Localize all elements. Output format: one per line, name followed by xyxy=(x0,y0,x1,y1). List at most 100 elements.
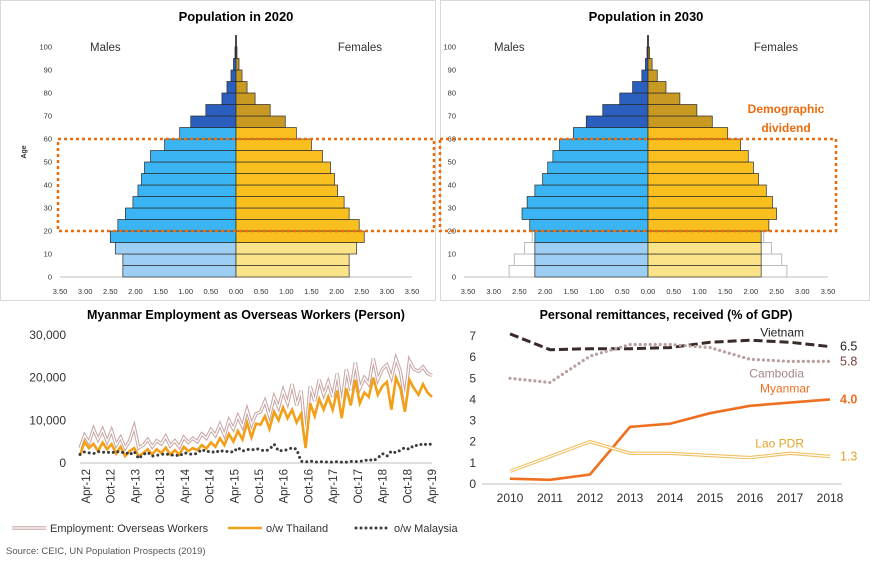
female-bar xyxy=(647,184,767,197)
pyramid-frame xyxy=(0,0,436,301)
remit-y-tick: 1 xyxy=(469,456,476,470)
legend-label: Employment: Overseas Workers xyxy=(50,523,209,535)
female-bar xyxy=(647,115,713,128)
males-label: Males xyxy=(494,42,525,54)
age-tick-label: 100 xyxy=(39,43,52,52)
female-bar xyxy=(235,115,286,128)
male-bar xyxy=(534,253,649,266)
male-bar xyxy=(230,69,237,82)
pop-tick-label: 1.50 xyxy=(153,287,168,296)
pop-tick-label: 0.00 xyxy=(229,287,244,296)
male-bar xyxy=(534,242,649,255)
workers-x-tick: Oct-15 xyxy=(254,469,266,504)
age-tick-label: 70 xyxy=(44,112,52,121)
pop-tick-label: 3.50 xyxy=(405,287,420,296)
workers-x-tick: Oct-17 xyxy=(353,469,365,504)
remittances-chart: Personal remittances, received (% of GDP… xyxy=(469,308,857,505)
pop-tick-label: 2.50 xyxy=(103,287,118,296)
remit-y-tick: 6 xyxy=(469,350,476,364)
remittances-panel: Personal remittances, received (% of GDP… xyxy=(469,303,870,543)
pop-tick-label: 1.00 xyxy=(589,287,604,296)
male-bar xyxy=(521,207,649,220)
female-bar xyxy=(647,161,754,174)
age-tick-label: 90 xyxy=(44,66,52,75)
age-tick-label: 10 xyxy=(448,250,456,259)
males-label: Males xyxy=(90,42,121,54)
female-bar xyxy=(647,219,770,232)
series-name-label: Cambodia xyxy=(749,366,804,380)
pop-tick-label: 2.00 xyxy=(744,287,759,296)
workers-x-tick: Oct-13 xyxy=(155,469,167,504)
male-bar xyxy=(619,92,649,105)
females-label: Females xyxy=(338,42,382,54)
workers-x-tick: Apr-19 xyxy=(427,469,439,504)
series-end-value: 1.3 xyxy=(840,450,857,464)
male-bar xyxy=(233,58,237,71)
pyramid-2020-panel: Population in 2020 Males Females Age 0 10 20 30… xyxy=(0,0,436,302)
male-bar xyxy=(534,230,649,243)
female-bar xyxy=(235,196,345,209)
female-bar xyxy=(647,138,741,151)
female-bar xyxy=(235,161,331,174)
male-bar xyxy=(529,219,649,232)
female-bar xyxy=(235,265,350,278)
age-tick-label: 80 xyxy=(44,89,52,98)
male-bar xyxy=(573,127,649,140)
demographic-annotation-line1: Demographic xyxy=(748,102,825,116)
pop-tick-label: 0.50 xyxy=(615,287,630,296)
pop-tick-label: 3.00 xyxy=(380,287,395,296)
age-tick-label: 20 xyxy=(44,227,52,236)
pop-tick-label: 2.00 xyxy=(329,287,344,296)
pyramid-title: Population in 2030 xyxy=(589,9,704,24)
pyramid-2020-chart: Population in 2020 Males Females Age 0 10 20 30… xyxy=(0,0,436,301)
age-tick-label: 60 xyxy=(448,135,456,144)
female-bar xyxy=(235,173,335,186)
age-tick-label: 40 xyxy=(44,181,52,190)
female-bar xyxy=(235,219,360,232)
male-bar xyxy=(109,230,237,243)
series-line-vietnam xyxy=(509,332,831,352)
age-tick-label: 40 xyxy=(448,181,456,190)
male-bar xyxy=(645,58,649,71)
male-bar xyxy=(141,173,237,186)
female-bar xyxy=(647,81,667,94)
pop-tick-label: 3.00 xyxy=(78,287,93,296)
workers-x-tick: Apr-12 xyxy=(81,469,93,504)
pop-tick-label: 1.00 xyxy=(692,287,707,296)
series-name-label: Lao PDR xyxy=(755,437,804,451)
male-bar xyxy=(602,104,649,117)
series-line-overseas-inner xyxy=(79,356,433,450)
age-tick-label: 30 xyxy=(44,204,52,213)
male-bar xyxy=(226,81,237,94)
series-end-value: 4.0 xyxy=(840,392,857,406)
pop-tick-label: 2.00 xyxy=(538,287,553,296)
pop-tick-label: 2.50 xyxy=(769,287,784,296)
male-bar xyxy=(221,92,237,105)
remit-y-tick: 7 xyxy=(469,329,476,343)
age-tick-label: 60 xyxy=(44,135,52,144)
female-bar xyxy=(235,184,338,197)
female-bar xyxy=(647,242,762,255)
female-bar xyxy=(235,127,297,140)
male-bar xyxy=(164,138,237,151)
male-bar xyxy=(190,115,237,128)
remit-x-tick: 2016 xyxy=(737,491,764,505)
age-tick-label: 80 xyxy=(448,89,456,98)
female-bar xyxy=(235,104,271,117)
series-line-lao-inner xyxy=(509,441,831,472)
overseas-workers-chart: Myanmar Employment as Overseas Workers (… xyxy=(12,308,458,535)
demographic-dividend-box xyxy=(438,137,838,233)
male-bar xyxy=(534,184,649,197)
series-line-myanmar xyxy=(509,398,831,482)
male-bar xyxy=(137,184,237,197)
remit-x-tick: 2013 xyxy=(617,491,644,505)
male-bar xyxy=(132,196,237,209)
male-bar xyxy=(122,265,237,278)
workers-x-tick: Oct-14 xyxy=(205,468,217,503)
age-tick-label: 0 xyxy=(48,273,52,282)
male-bar xyxy=(559,138,649,151)
remit-y-tick: 2 xyxy=(469,435,476,449)
male-bar xyxy=(534,265,649,278)
pop-tick-label: 2.00 xyxy=(128,287,143,296)
